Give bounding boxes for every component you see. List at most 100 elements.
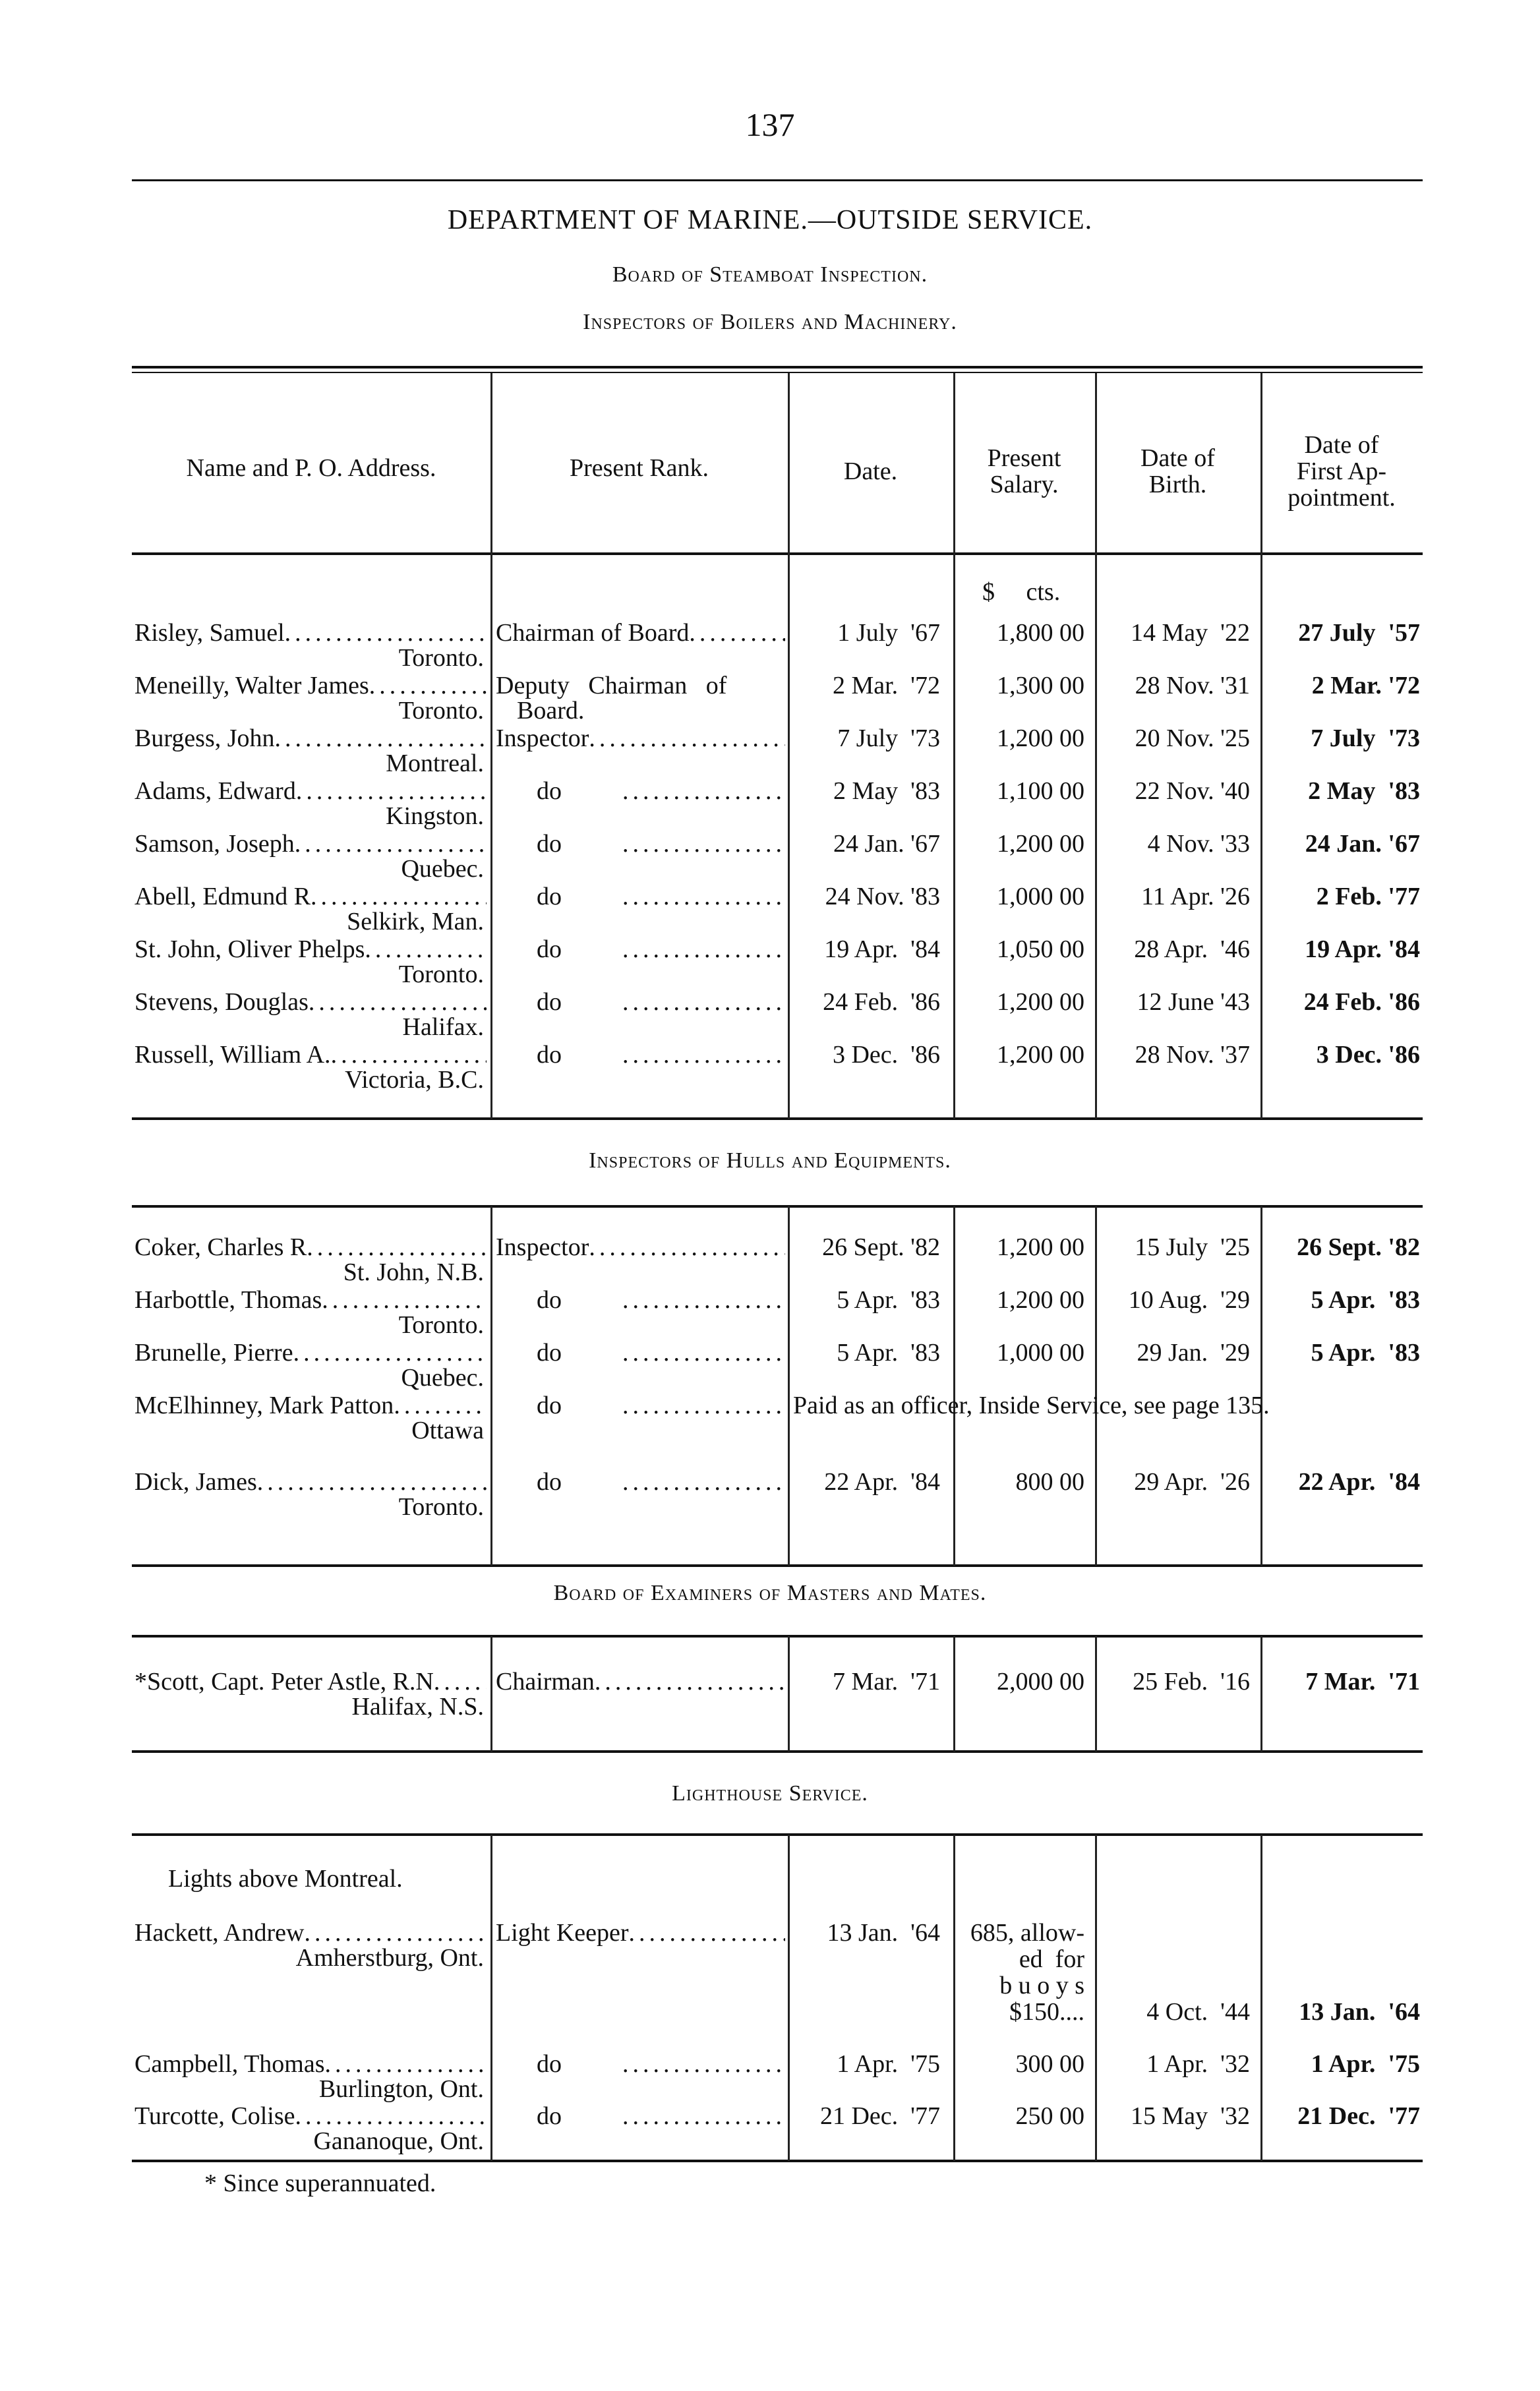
section-bottom-rule bbox=[132, 1117, 1423, 1120]
dot-leader bbox=[622, 989, 786, 1015]
dot-leader bbox=[295, 831, 487, 857]
dot-leader bbox=[322, 1287, 487, 1313]
first-appointment-date: 2 May '83 bbox=[1308, 777, 1420, 805]
birth-date: 4 Oct. '44 bbox=[1146, 1998, 1250, 2026]
dot-leader bbox=[622, 936, 786, 962]
appointment-date: 24 Nov. '83 bbox=[825, 883, 940, 910]
column-divider bbox=[953, 1835, 955, 2161]
dot-leader bbox=[622, 883, 786, 910]
rank-ditto: do bbox=[537, 1041, 562, 1069]
person-name: St. John, Oliver Phelps bbox=[134, 936, 365, 962]
person-name: Abell, Edmund R bbox=[134, 883, 311, 910]
section-bottom-rule bbox=[132, 1750, 1423, 1753]
rank-ditto: do bbox=[537, 830, 562, 858]
birth-date: 10 Aug. '29 bbox=[1128, 1286, 1250, 1314]
dot-leader bbox=[307, 1234, 487, 1260]
birth-date: 28 Nov. '31 bbox=[1135, 672, 1250, 699]
dot-leader bbox=[622, 1392, 786, 1419]
first-appointment-date: 3 Dec. '86 bbox=[1316, 1041, 1420, 1069]
salary: 1,200 00 bbox=[997, 988, 1084, 1016]
salary: 250 00 bbox=[1015, 2102, 1085, 2130]
dot-leader bbox=[622, 1469, 786, 1495]
address: Toronto. bbox=[398, 644, 484, 672]
first-appointment-date: 13 Jan. '64 bbox=[1299, 1998, 1420, 2026]
salary-continued: b u o y s bbox=[999, 1972, 1084, 1999]
dot-leader bbox=[622, 1287, 786, 1313]
column-divider bbox=[1260, 373, 1262, 1119]
dot-leader bbox=[309, 989, 487, 1015]
appointment-date: 5 Apr. '83 bbox=[837, 1339, 940, 1367]
dot-leader bbox=[365, 936, 487, 962]
name-cell: Brunelle, Pierre bbox=[134, 1340, 487, 1366]
header-top-rule bbox=[132, 366, 1423, 369]
address: Ottawa bbox=[411, 1417, 484, 1444]
birth-date: 25 Feb. '16 bbox=[1133, 1668, 1250, 1696]
first-appointment-date: 27 July '57 bbox=[1298, 619, 1420, 647]
person-name: Adams, Edward bbox=[134, 778, 296, 804]
header-top-rule-thin bbox=[132, 372, 1423, 373]
subheading-lights-above-montreal: Lights above Montreal. bbox=[168, 1865, 403, 1893]
address: Gananoque, Ont. bbox=[313, 2127, 484, 2155]
salary: 1,000 00 bbox=[997, 883, 1084, 910]
person-name: Samson, Joseph bbox=[134, 831, 295, 857]
header-bottom-rule bbox=[132, 552, 1423, 555]
first-appointment-date: 7 July '73 bbox=[1311, 724, 1420, 752]
footnote: * Since superannuated. bbox=[204, 2170, 436, 2197]
column-divider bbox=[1095, 1206, 1097, 1566]
header-first-line: First Ap- bbox=[1296, 458, 1387, 485]
first-appointment-date: 2 Mar. '72 bbox=[1311, 672, 1420, 699]
first-appointment-date: 2 Feb. '77 bbox=[1316, 883, 1420, 910]
person-name: Stevens, Douglas bbox=[134, 989, 309, 1015]
birth-date: 14 May '22 bbox=[1130, 619, 1250, 647]
dot-leader bbox=[622, 778, 786, 804]
section-bottom-rule bbox=[132, 1564, 1423, 1567]
appointment-date: 22 Apr. '84 bbox=[824, 1468, 940, 1496]
name-cell: Harbottle, Thomas bbox=[134, 1287, 487, 1313]
first-appointment-date: 22 Apr. '84 bbox=[1298, 1468, 1420, 1496]
rank: Inspector bbox=[496, 725, 589, 752]
first-appointment-date: 21 Dec. '77 bbox=[1297, 2102, 1420, 2130]
dot-leader bbox=[622, 2103, 786, 2129]
address: Quebec. bbox=[401, 1364, 484, 1392]
dot-leader bbox=[622, 778, 786, 804]
dot-leader bbox=[285, 620, 487, 646]
rank-ditto: do bbox=[537, 1468, 562, 1496]
column-divider bbox=[490, 1206, 492, 1566]
address: Halifax. bbox=[402, 1013, 484, 1041]
person-name: Hackett, Andrew bbox=[134, 1920, 305, 1946]
salary: 1,800 00 bbox=[997, 619, 1084, 647]
salary: 2,000 00 bbox=[997, 1668, 1084, 1696]
birth-date: 28 Nov. '37 bbox=[1135, 1041, 1250, 1069]
address: Selkirk, Man. bbox=[347, 908, 484, 935]
dot-leader bbox=[629, 1920, 785, 1946]
dot-leader bbox=[325, 2051, 487, 2077]
dot-leader bbox=[622, 831, 786, 857]
column-divider bbox=[490, 1835, 492, 2161]
column-divider bbox=[1095, 1835, 1097, 2161]
rank-ditto: do bbox=[537, 935, 562, 963]
dot-leader bbox=[296, 778, 487, 804]
address: Halifax, N.S. bbox=[351, 1693, 484, 1721]
birth-date: 22 Nov. '40 bbox=[1135, 777, 1250, 805]
column-divider bbox=[953, 1636, 955, 1752]
name-cell: Campbell, Thomas bbox=[134, 2051, 487, 2077]
name-cell: Stevens, Douglas bbox=[134, 989, 487, 1015]
first-appointment-date: 1 Apr. '75 bbox=[1311, 2050, 1420, 2078]
column-divider bbox=[490, 1636, 492, 1752]
dot-leader bbox=[622, 883, 786, 910]
dot-leader bbox=[689, 620, 785, 646]
section-heading-lighthouse: Lighthouse Service. bbox=[672, 1781, 868, 1806]
person-name: Turcotte, Colise bbox=[134, 2103, 295, 2129]
rank-ditto: do bbox=[537, 1339, 562, 1367]
person-name: Risley, Samuel bbox=[134, 620, 285, 646]
rank: Chairman bbox=[496, 1668, 595, 1695]
address: Burlington, Ont. bbox=[318, 2075, 484, 2103]
dot-leader bbox=[622, 831, 786, 857]
rank-ditto: do bbox=[537, 2050, 562, 2078]
header-salary-line: Present bbox=[987, 444, 1061, 472]
dot-leader bbox=[295, 2103, 487, 2129]
header-rank: Present Rank. bbox=[569, 454, 709, 482]
name-cell: McElhinney, Mark Patton bbox=[134, 1392, 487, 1419]
column-divider bbox=[1095, 373, 1097, 1119]
person-name: Brunelle, Pierre bbox=[134, 1340, 293, 1366]
